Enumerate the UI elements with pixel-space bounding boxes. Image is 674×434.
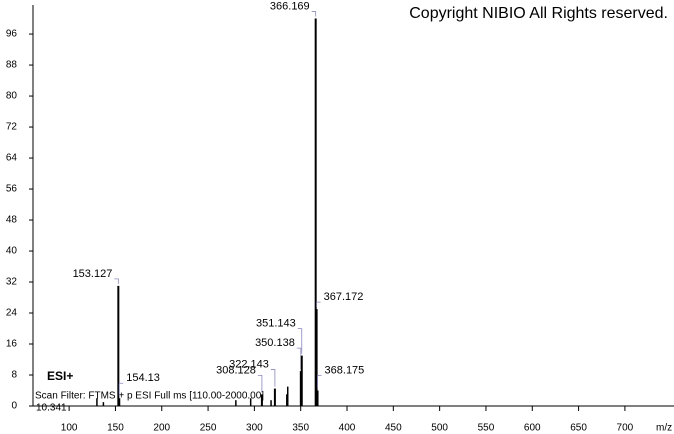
y-tick-label: 32 [6,277,18,288]
label-leader [311,11,317,17]
x-tick-label: 350 [292,423,309,434]
x-tick-label: 250 [200,423,217,434]
copyright: Copyright NIBIO All Rights reserved. [409,5,668,22]
x-tick-label: 650 [570,423,587,434]
x-tick-label: 150 [107,423,124,434]
x-tick-label: 550 [478,423,495,434]
peak-label: 367.172 [324,291,364,303]
label-leader [296,347,302,370]
label-leader [317,375,322,389]
peak-label: 322.143 [229,358,269,370]
y-tick-label: 72 [6,122,18,133]
label-leader [118,382,124,397]
label-leader [297,328,303,354]
x-tick-label: 100 [61,423,78,434]
y-tick-label: 88 [6,60,18,71]
peak-label: 368.175 [325,364,365,376]
ionization: ESI+ [47,369,73,383]
y-tick-label: 56 [6,184,18,195]
y-tick-label: 0 [11,401,17,412]
x-tick-label: 200 [153,423,170,434]
label-leader [257,374,263,393]
y-tick-label: 40 [6,246,18,257]
label-leader [270,369,276,387]
x-axis-label: m/z [656,423,672,434]
retention-time: 10.341 [36,403,67,414]
x-tick-label: 400 [339,423,356,434]
peak-label: 153.127 [73,268,113,280]
peak-label: 154.13 [126,372,160,384]
y-tick-label: 24 [6,308,18,319]
y-tick-label: 8 [11,370,17,381]
peak-label: 351.143 [256,318,296,330]
label-leader [316,301,321,308]
label-leader [114,278,119,284]
peak-label: 350.138 [255,337,295,349]
x-tick-label: 300 [246,423,263,434]
x-tick-label: 500 [431,423,448,434]
y-tick-label: 64 [6,153,18,164]
peak-label: 366.169 [270,0,310,12]
scan-filter: Scan Filter: FTMS + p ESI Full ms [110.0… [35,391,264,402]
y-tick-label: 80 [6,91,18,102]
y-tick-label: 96 [6,29,18,40]
peak-label: 308.128 [216,364,256,376]
y-tick-label: 16 [6,339,18,350]
x-tick-label: 700 [617,423,634,434]
y-tick-label: 48 [6,215,18,226]
x-tick-label: 450 [385,423,402,434]
x-tick-label: 600 [524,423,541,434]
